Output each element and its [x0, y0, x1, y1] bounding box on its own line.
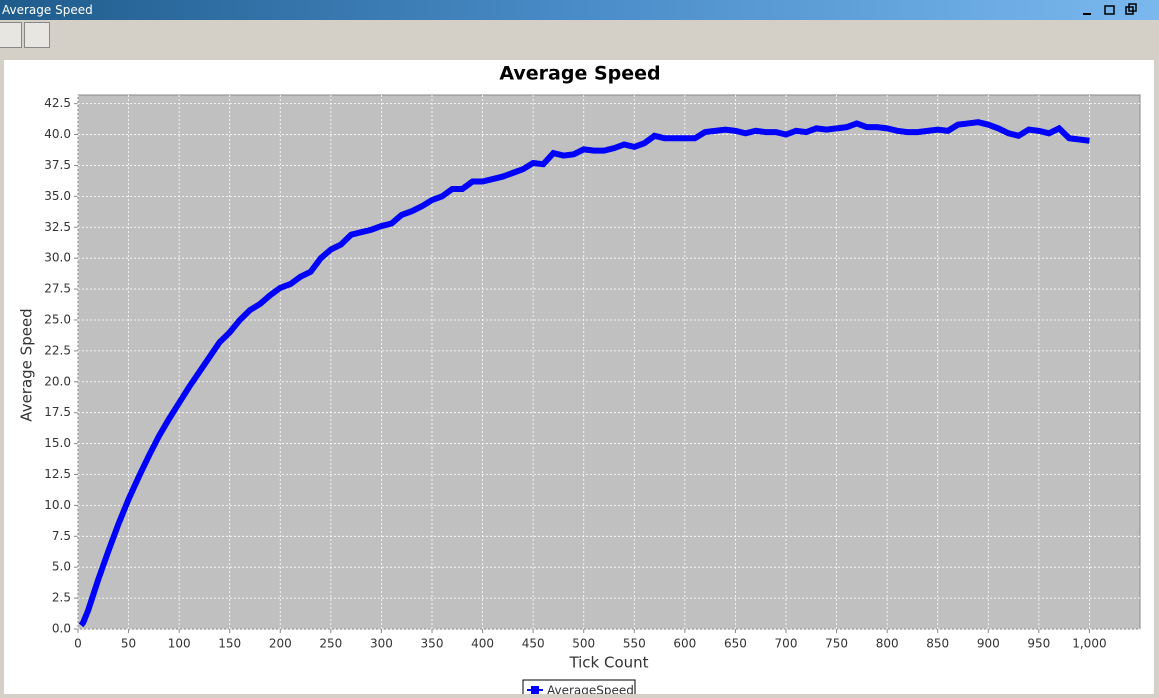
legend-swatch [531, 686, 539, 694]
legend-label: AverageSpeed [547, 684, 634, 695]
y-tick-label: 15.0 [44, 436, 71, 450]
x-tick-label: 50 [121, 637, 136, 651]
y-tick-label: 10.0 [44, 498, 71, 512]
x-tick-label: 350 [421, 637, 444, 651]
x-tick-label: 950 [1027, 637, 1050, 651]
title-bar: Average Speed [0, 0, 1159, 20]
y-tick-label: 7.5 [52, 529, 71, 543]
x-tick-label: 250 [319, 637, 342, 651]
window-controls [1083, 3, 1137, 15]
toolbar-button[interactable] [24, 22, 50, 48]
y-tick-label: 22.5 [44, 343, 71, 357]
x-tick-label: 150 [218, 637, 241, 651]
toolbar-button[interactable] [0, 22, 22, 48]
x-tick-label: 100 [168, 637, 191, 651]
x-axis-label: Tick Count [568, 654, 648, 672]
x-tick-label: 850 [926, 637, 949, 651]
chart-panel: Average Speed Tick Count Average Speed 0… [4, 60, 1154, 698]
y-tick-label: 2.5 [52, 591, 71, 605]
y-tick-label: 25.0 [44, 312, 71, 326]
data-line [78, 119, 1090, 628]
plot-area [77, 94, 1141, 630]
x-tick-label: 1,000 [1072, 637, 1106, 651]
y-tick-label: 40.0 [44, 127, 71, 141]
y-tick-label: 5.0 [52, 560, 71, 574]
x-tick-label: 300 [370, 637, 393, 651]
x-tick-label: 200 [269, 637, 292, 651]
chart-title: Average Speed [499, 63, 660, 85]
restore-button-back [1128, 3, 1137, 12]
y-tick-label: 0.0 [52, 622, 71, 636]
window-title: Average Speed [2, 3, 93, 17]
x-tick-label: 450 [522, 637, 545, 651]
x-tick-label: 650 [724, 637, 747, 651]
x-tick-label: 550 [623, 637, 646, 651]
y-tick-label: 17.5 [44, 405, 71, 419]
chart: Average Speed Tick Count Average Speed 0… [18, 63, 1141, 698]
x-tick-label: 0 [74, 637, 82, 651]
y-tick-label: 32.5 [44, 220, 71, 234]
y-tick-label: 20.0 [44, 374, 71, 388]
y-tick-label: 12.5 [44, 467, 71, 481]
maximize-button[interactable] [1104, 5, 1115, 15]
y-axis-label: Average Speed [18, 308, 36, 421]
x-tick-label: 900 [977, 637, 1000, 651]
x-tick-label: 600 [673, 637, 696, 651]
x-tick-label: 800 [876, 637, 899, 651]
x-tick-label: 750 [825, 637, 848, 651]
x-tick-label: 400 [471, 637, 494, 651]
y-tick-label: 42.5 [44, 96, 71, 110]
x-tick-label: 500 [572, 637, 595, 651]
y-tick-label: 30.0 [44, 251, 71, 265]
y-tick-label: 27.5 [44, 282, 71, 296]
x-tick-label: 700 [775, 637, 798, 651]
y-tick-label: 37.5 [44, 158, 71, 172]
y-tick-label: 35.0 [44, 189, 71, 203]
